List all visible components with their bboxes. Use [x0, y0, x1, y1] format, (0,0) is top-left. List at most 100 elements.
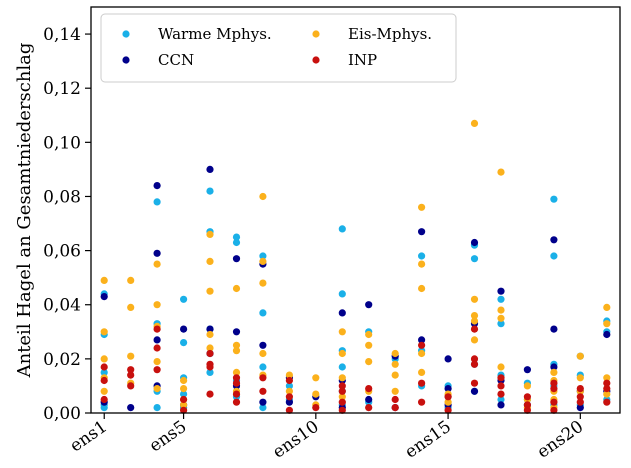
- data-point-1-19: [285, 398, 293, 406]
- data-point-2-12: [153, 358, 161, 366]
- data-point-3-33: [418, 341, 426, 349]
- data-point-1-30: [444, 355, 452, 363]
- data-point-2-19: [206, 257, 214, 265]
- data-point-2-6: [127, 303, 135, 311]
- data-point-2-35: [312, 374, 320, 382]
- data-point-3-10: [180, 406, 188, 414]
- data-point-3-40: [470, 360, 479, 368]
- data-point-2-25: [232, 347, 241, 355]
- data-point-3-25: [338, 382, 346, 390]
- data-point-2-46: [391, 349, 399, 358]
- data-point-0-5: [153, 198, 161, 206]
- data-point-0-14: [206, 187, 214, 195]
- data-point-3-23: [285, 406, 293, 414]
- data-point-3-7: [153, 344, 161, 352]
- data-point-0-48: [497, 295, 505, 303]
- data-point-1-3: [153, 182, 161, 190]
- data-point-2-23: [232, 284, 241, 293]
- data-point-1-13: [232, 328, 241, 336]
- data-point-2-0: [100, 276, 108, 284]
- data-point-3-6: [153, 325, 161, 333]
- data-point-0-25: [259, 363, 267, 371]
- data-point-2-51: [418, 260, 426, 268]
- data-point-1-4: [153, 249, 161, 257]
- data-point-1-7: [180, 325, 188, 333]
- data-point-1-45: [576, 404, 584, 412]
- x-axis: ens1 ens5 ens10 ens15 ens20: [66, 413, 587, 463]
- data-point-3-4: [127, 371, 135, 379]
- data-point-2-17: [180, 401, 188, 409]
- data-point-0-9: [180, 295, 188, 303]
- data-point-0-55: [550, 252, 558, 260]
- data-point-1-25: [365, 395, 373, 404]
- y-axis: 0,00 0,02 0,04 0,06 0,08 0,10 0,12 0,14: [43, 25, 91, 424]
- data-point-2-30: [259, 279, 267, 287]
- data-point-0-20: [232, 238, 241, 247]
- data-point-3-51: [550, 406, 558, 414]
- data-point-3-47: [523, 406, 532, 414]
- y-tick-label: 0,00: [43, 404, 81, 424]
- data-point-1-24: [365, 301, 373, 309]
- y-tick-label: 0,06: [43, 242, 81, 262]
- data-point-0-32: [338, 363, 346, 371]
- data-point-0-24: [259, 309, 267, 317]
- y-tick-label: 0,02: [43, 350, 81, 370]
- data-point-3-36: [444, 393, 452, 401]
- data-point-0-19: [232, 233, 241, 241]
- data-point-2-58: [470, 295, 479, 303]
- data-point-2-29: [259, 257, 267, 265]
- data-point-0-12: [180, 390, 188, 398]
- data-point-2-48: [391, 371, 399, 379]
- data-point-3-45: [523, 393, 532, 401]
- legend-frame: [100, 13, 457, 83]
- data-point-2-79: [603, 374, 611, 382]
- data-point-2-56: [444, 398, 452, 406]
- data-point-3-48: [550, 379, 558, 387]
- data-point-2-53: [418, 349, 426, 358]
- data-point-1-33: [470, 238, 479, 247]
- data-point-1-21: [338, 309, 346, 317]
- data-point-3-2: [100, 395, 108, 404]
- data-point-2-4: [100, 387, 108, 395]
- data-point-3-8: [153, 366, 161, 374]
- data-point-2-57: [470, 119, 479, 127]
- legend-marker: [312, 30, 320, 38]
- data-point-2-7: [127, 352, 135, 360]
- data-point-0-30: [338, 290, 346, 298]
- data-point-2-43: [365, 341, 373, 349]
- data-point-2-31: [259, 349, 267, 358]
- data-point-2-28: [259, 192, 267, 201]
- data-point-2-75: [576, 374, 584, 382]
- data-point-3-3: [127, 366, 135, 374]
- y-tick-label: 0,04: [43, 296, 81, 316]
- legend-label: Eis-Mphys.: [348, 25, 432, 43]
- y-tick-label: 0,08: [43, 187, 81, 207]
- data-point-3-21: [285, 376, 293, 385]
- data-point-0-38: [418, 252, 426, 260]
- data-point-2-39: [338, 349, 346, 358]
- legend-label: Warme Mphys.: [158, 25, 272, 43]
- legend: Warme Mphys. CCN Eis-Mphys. INP: [100, 13, 457, 83]
- data-point-2-65: [497, 363, 505, 371]
- data-point-1-36: [497, 287, 505, 295]
- x-tick-label: ens15: [401, 417, 455, 463]
- data-point-3-14: [206, 390, 214, 398]
- data-point-2-14: [180, 376, 188, 385]
- y-tick-label: 0,14: [43, 25, 81, 45]
- data-point-1-16: [259, 341, 267, 349]
- data-point-2-22: [206, 344, 214, 352]
- data-point-2-20: [206, 287, 214, 295]
- data-point-3-28: [338, 406, 346, 414]
- legend-marker: [122, 56, 130, 64]
- data-point-0-27: [285, 382, 293, 390]
- data-point-3-42: [497, 374, 505, 382]
- data-point-2-61: [470, 336, 479, 344]
- data-point-0-10: [180, 339, 188, 347]
- data-point-0-54: [550, 195, 558, 203]
- data-point-2-1: [100, 328, 108, 336]
- data-point-1-2: [127, 404, 135, 412]
- data-point-2-50: [418, 203, 426, 211]
- data-point-2-64: [497, 314, 505, 322]
- legend-marker: [312, 56, 320, 64]
- data-point-3-26: [338, 387, 346, 395]
